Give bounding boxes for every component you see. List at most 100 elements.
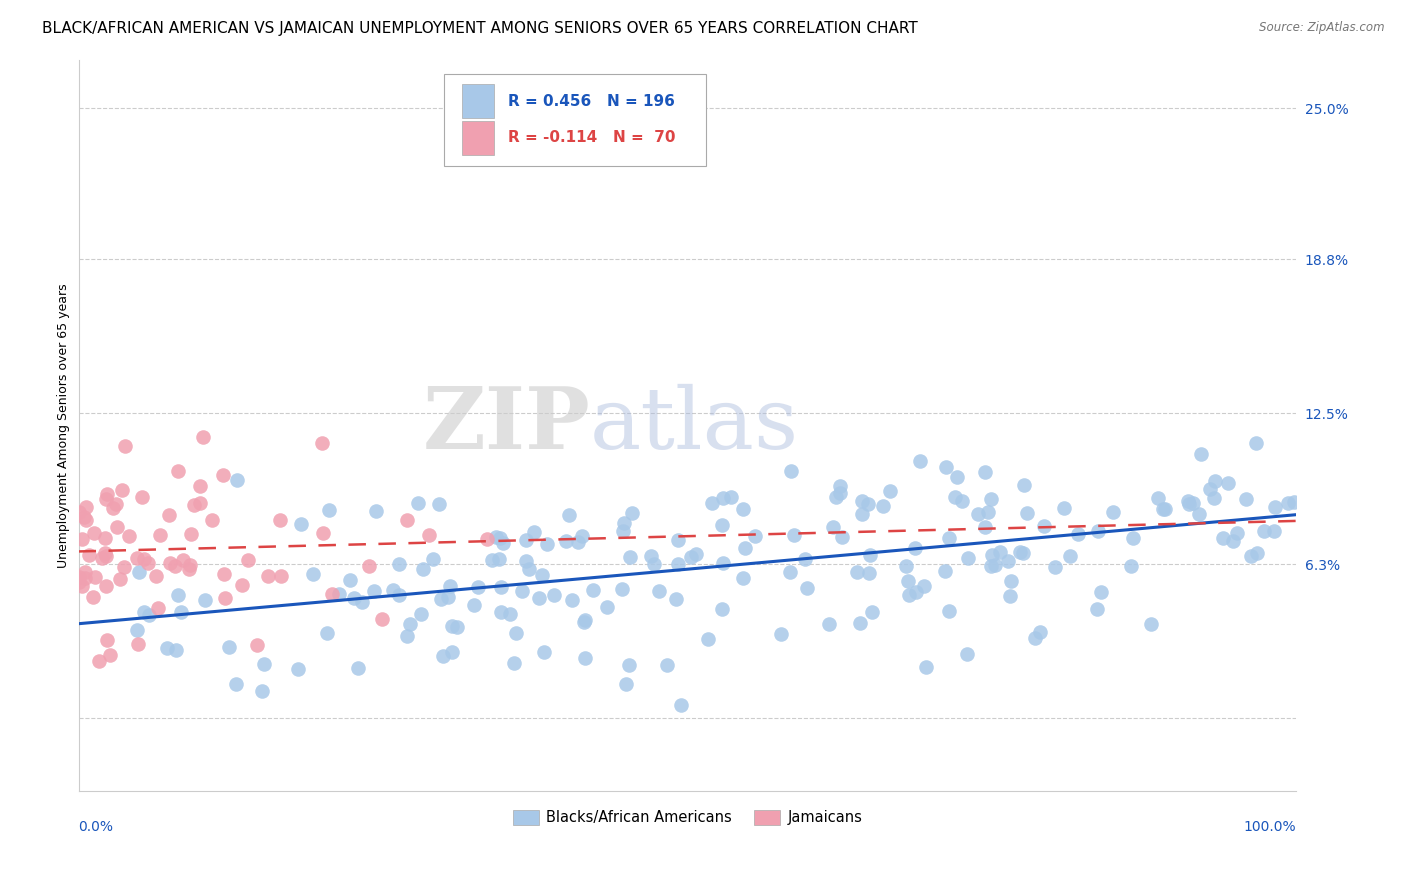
- Point: [1198, 483, 1220, 497]
- Point: [96, 486, 118, 500]
- Point: [879, 483, 901, 498]
- Point: [543, 589, 565, 603]
- Point: [733, 501, 755, 516]
- Point: [149, 527, 172, 541]
- Point: [170, 605, 193, 619]
- Point: [146, 600, 169, 615]
- Point: [481, 553, 503, 567]
- Point: [1000, 574, 1022, 588]
- Point: [711, 556, 734, 570]
- Point: [904, 541, 927, 555]
- Point: [1152, 502, 1174, 516]
- Point: [1181, 496, 1204, 510]
- Point: [1222, 533, 1244, 548]
- Point: [231, 578, 253, 592]
- Point: [312, 526, 335, 541]
- Point: [1177, 494, 1199, 508]
- Point: [1216, 475, 1239, 490]
- Point: [621, 506, 644, 520]
- Point: [83, 570, 105, 584]
- Point: [467, 580, 489, 594]
- Point: [980, 548, 1002, 562]
- Point: [1010, 544, 1032, 558]
- Point: [492, 536, 515, 550]
- Point: [825, 490, 848, 504]
- Point: [1202, 491, 1225, 505]
- Point: [440, 645, 463, 659]
- Point: [75, 513, 97, 527]
- Point: [73, 510, 96, 524]
- Point: [399, 616, 422, 631]
- Point: [167, 464, 190, 478]
- Point: [301, 566, 323, 581]
- Point: [685, 547, 707, 561]
- Point: [1012, 477, 1035, 491]
- Point: [980, 559, 1002, 574]
- Point: [212, 566, 235, 581]
- Point: [851, 493, 873, 508]
- Point: [897, 589, 920, 603]
- Point: [108, 572, 131, 586]
- Point: [515, 554, 537, 568]
- Point: [165, 558, 187, 573]
- Point: [617, 658, 640, 673]
- Point: [610, 582, 633, 597]
- Point: [165, 642, 187, 657]
- Point: [128, 565, 150, 579]
- Point: [821, 520, 844, 534]
- Point: [101, 501, 124, 516]
- Point: [1212, 531, 1234, 545]
- Point: [872, 499, 894, 513]
- Point: [666, 557, 689, 571]
- Point: [977, 505, 1000, 519]
- Point: [218, 640, 240, 655]
- Point: [613, 516, 636, 531]
- Point: [371, 612, 394, 626]
- Point: [287, 662, 309, 676]
- Point: [489, 605, 512, 619]
- Point: [502, 657, 524, 671]
- Point: [1059, 549, 1081, 564]
- Point: [193, 430, 215, 444]
- Point: [485, 530, 508, 544]
- Point: [396, 629, 419, 643]
- Point: [127, 637, 149, 651]
- Point: [156, 641, 179, 656]
- Point: [510, 584, 533, 599]
- Point: [91, 550, 114, 565]
- Point: [1204, 474, 1226, 488]
- Point: [77, 548, 100, 562]
- Point: [477, 532, 499, 546]
- Point: [94, 549, 117, 563]
- Point: [643, 557, 665, 571]
- Point: [118, 529, 141, 543]
- Point: [733, 571, 755, 585]
- Point: [1225, 526, 1247, 541]
- Point: [998, 590, 1021, 604]
- Point: [973, 520, 995, 534]
- Point: [555, 533, 578, 548]
- Point: [388, 557, 411, 571]
- Point: [236, 552, 259, 566]
- Point: [136, 557, 159, 571]
- Point: [157, 508, 180, 523]
- Point: [1122, 531, 1144, 545]
- Point: [859, 548, 882, 562]
- Point: [94, 579, 117, 593]
- Point: [1090, 585, 1112, 599]
- Point: [1189, 447, 1212, 461]
- Point: [1053, 500, 1076, 515]
- Point: [1277, 496, 1299, 510]
- Point: [527, 591, 550, 606]
- Point: [710, 602, 733, 616]
- Point: [938, 603, 960, 617]
- Point: [499, 607, 522, 622]
- Point: [572, 615, 595, 629]
- Point: [489, 531, 512, 545]
- Point: [983, 558, 1005, 572]
- Point: [418, 528, 440, 542]
- Point: [711, 491, 734, 505]
- Point: [125, 623, 148, 637]
- Point: [845, 566, 868, 580]
- Point: [956, 647, 979, 661]
